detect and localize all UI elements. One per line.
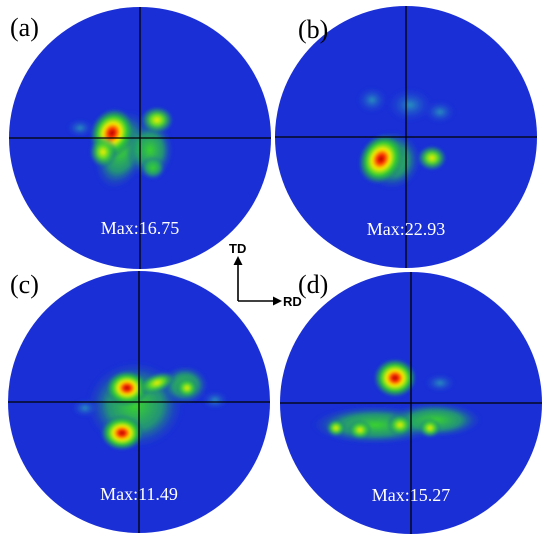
panel-label: (c)	[10, 270, 39, 299]
max-intensity-label: Max:15.27	[372, 485, 451, 505]
panel-label: (a)	[10, 13, 39, 42]
intensity-map	[356, 86, 456, 190]
reference-axes: TD RD	[229, 241, 302, 309]
panel-label: (d)	[298, 270, 328, 299]
pole-figure-c: (c) Max:11.49	[8, 270, 270, 533]
intensity-map	[66, 106, 174, 191]
max-intensity-label: Max:22.93	[367, 219, 446, 239]
td-arrowhead-icon	[233, 256, 243, 265]
pole-figure-d: (d) Max:15.27	[280, 270, 542, 534]
rd-arrowhead-icon	[273, 296, 282, 306]
rd-label: RD	[283, 294, 302, 309]
max-intensity-label: Max:16.75	[101, 218, 180, 238]
pole-figure-b: (b) Max:22.93	[275, 6, 537, 268]
intensity-map	[71, 360, 229, 451]
max-intensity-label: Max:11.49	[100, 484, 178, 504]
panel-label: (b)	[298, 15, 328, 44]
td-label: TD	[229, 241, 246, 256]
pole-figure-a: (a) Max:16.75	[9, 7, 271, 269]
